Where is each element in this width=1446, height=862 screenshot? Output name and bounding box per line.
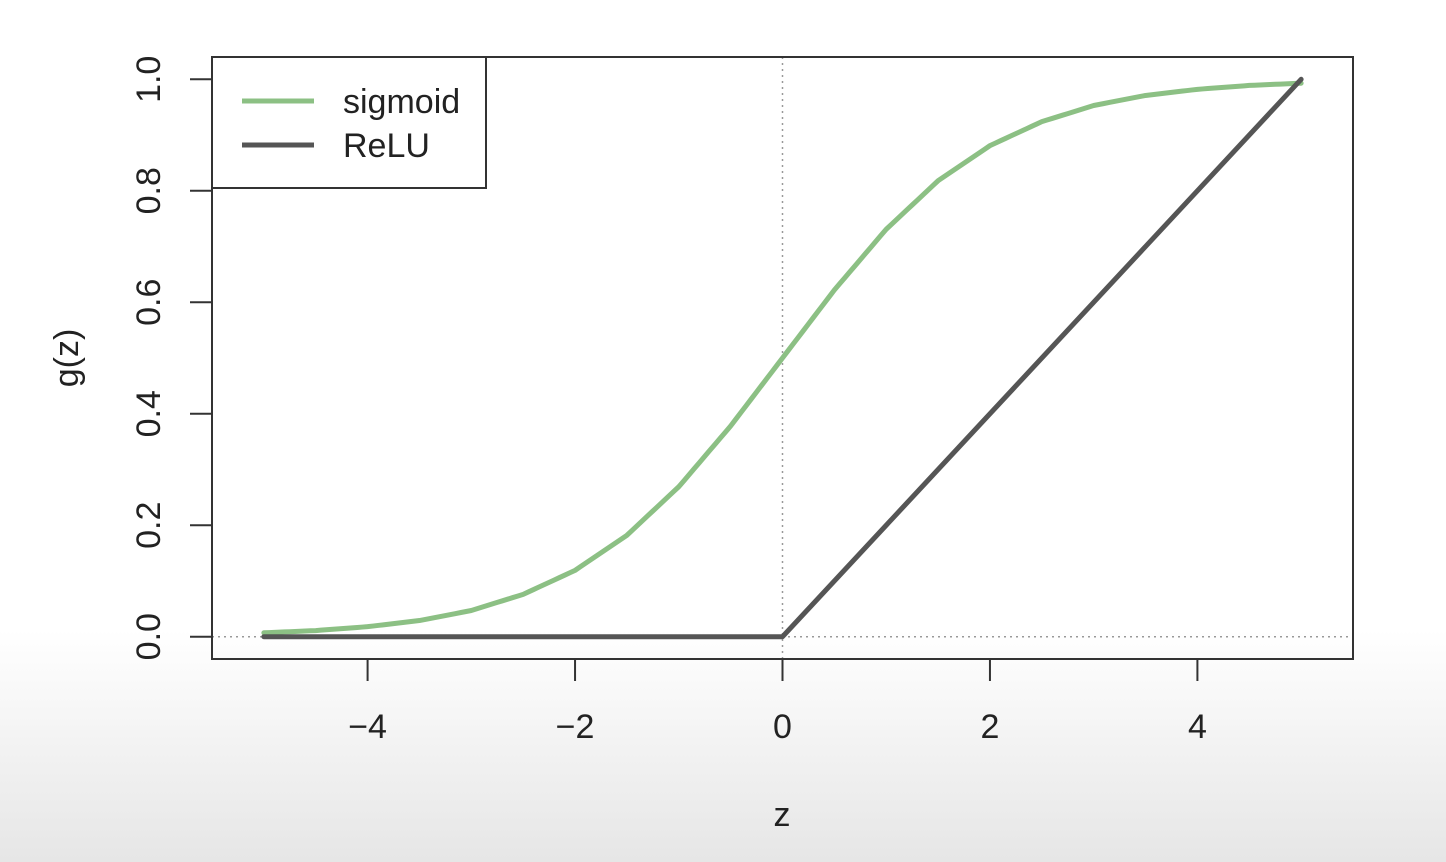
series-line-relu bbox=[261, 76, 1304, 640]
series-layer bbox=[261, 76, 1304, 640]
x-tick-label: 2 bbox=[980, 708, 999, 746]
y-tick-label: 0.2 bbox=[130, 502, 168, 549]
y-axis-title: g(z) bbox=[48, 329, 86, 388]
x-axis-title: z bbox=[774, 796, 791, 834]
y-tick-label: 0.4 bbox=[130, 390, 168, 437]
series-line-sigmoid bbox=[261, 80, 1304, 636]
x-tick-label: 4 bbox=[1188, 708, 1207, 746]
x-tick-label: 0 bbox=[773, 708, 792, 746]
y-axis: 0.0 0.2 0.4 0.6 0.8 1.0 bbox=[130, 56, 212, 660]
x-axis: −4 −2 0 2 4 bbox=[348, 659, 1207, 746]
y-tick-label: 0.8 bbox=[130, 167, 168, 214]
x-tick-label: −4 bbox=[348, 708, 387, 746]
y-tick-label: 0.6 bbox=[130, 279, 168, 326]
legend-box bbox=[211, 56, 487, 189]
legend-label-sigmoid: sigmoid bbox=[343, 83, 460, 121]
legend: sigmoid ReLU bbox=[211, 56, 487, 189]
x-tick-label: −2 bbox=[556, 708, 595, 746]
y-tick-label: 1.0 bbox=[130, 56, 168, 103]
y-tick-label: 0.0 bbox=[130, 613, 168, 660]
legend-label-relu: ReLU bbox=[343, 127, 430, 165]
